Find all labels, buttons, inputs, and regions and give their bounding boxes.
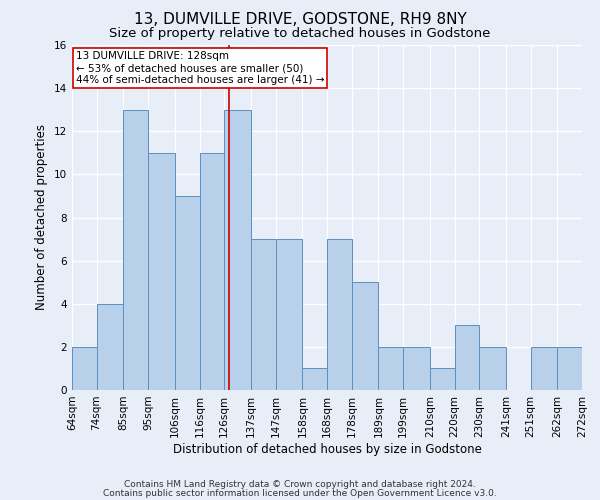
Bar [479, 347, 506, 390]
Bar [352, 282, 379, 390]
Bar [224, 110, 251, 390]
Text: 13 DUMVILLE DRIVE: 128sqm
← 53% of detached houses are smaller (50)
44% of semi-: 13 DUMVILLE DRIVE: 128sqm ← 53% of detac… [76, 52, 324, 84]
Bar [175, 196, 200, 390]
Bar [379, 347, 403, 390]
Bar [302, 368, 327, 390]
Bar [148, 153, 175, 390]
Text: Size of property relative to detached houses in Godstone: Size of property relative to detached ho… [109, 28, 491, 40]
Bar [97, 304, 124, 390]
Bar [530, 347, 557, 390]
Bar [403, 347, 430, 390]
Text: 13, DUMVILLE DRIVE, GODSTONE, RH9 8NY: 13, DUMVILLE DRIVE, GODSTONE, RH9 8NY [134, 12, 466, 28]
Bar [72, 347, 97, 390]
Bar [124, 110, 148, 390]
Bar [275, 239, 302, 390]
Bar [251, 239, 275, 390]
X-axis label: Distribution of detached houses by size in Godstone: Distribution of detached houses by size … [173, 442, 481, 456]
Bar [327, 239, 352, 390]
Bar [557, 347, 582, 390]
Text: Contains public sector information licensed under the Open Government Licence v3: Contains public sector information licen… [103, 488, 497, 498]
Bar [430, 368, 455, 390]
Y-axis label: Number of detached properties: Number of detached properties [35, 124, 49, 310]
Text: Contains HM Land Registry data © Crown copyright and database right 2024.: Contains HM Land Registry data © Crown c… [124, 480, 476, 489]
Bar [200, 153, 224, 390]
Bar [455, 326, 479, 390]
